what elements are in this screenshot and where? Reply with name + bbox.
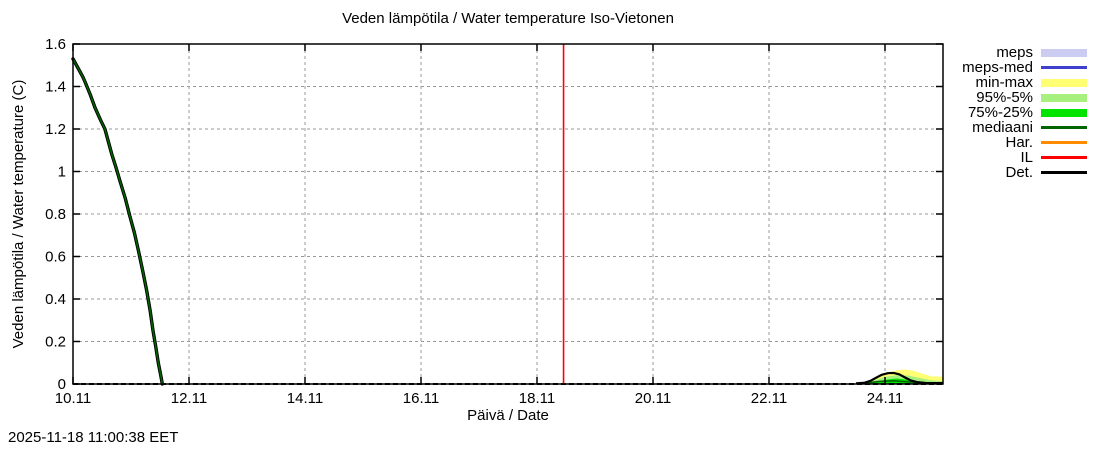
legend-label: Det. — [1005, 164, 1033, 181]
y-axis-label: Veden lämpötila / Water temperature (C) — [10, 79, 27, 349]
legend-swatch-75-25- — [1041, 108, 1087, 117]
observed-line — [72, 58, 164, 385]
x-tick-label: 10.11 — [55, 390, 91, 407]
y-tick-label: 0.4 — [45, 291, 66, 308]
legend-swatch-meps-med — [1041, 66, 1087, 69]
legend-item-min-max: min-max — [962, 75, 1087, 90]
legend-swatch-min-max — [1041, 78, 1087, 87]
legend-item-95-5-: 95%-5% — [962, 90, 1087, 105]
y-tick-label: 1.4 — [45, 79, 66, 96]
legend: meps meps-med min-max 95%-5% 75%-25% mediaani… — [962, 45, 1087, 180]
y-tick-label: 1.6 — [45, 36, 66, 53]
y-tick-label: 1.2 — [45, 121, 66, 138]
legend-item-il: IL — [962, 150, 1087, 165]
legend-swatch-il — [1041, 156, 1087, 159]
y-tick-label: 1 — [58, 164, 66, 181]
legend-label: mediaani — [972, 119, 1033, 136]
observed-line-outline — [71, 57, 165, 386]
y-tick-label: 0.2 — [45, 334, 66, 351]
legend-label: meps — [996, 44, 1033, 61]
y-tick-label: 0.8 — [45, 206, 66, 223]
legend-label: 75%-25% — [967, 104, 1033, 121]
legend-swatch-mediaani — [1041, 126, 1087, 129]
legend-swatch-95-5- — [1041, 93, 1087, 102]
legend-item-det-: Det. — [962, 165, 1087, 180]
x-tick-label: 20.11 — [635, 390, 671, 407]
legend-item-75-25-: 75%-25% — [962, 105, 1087, 120]
x-tick-label: 24.11 — [867, 390, 903, 407]
x-tick-label: 12.11 — [171, 390, 207, 407]
legend-swatch-har- — [1041, 141, 1087, 144]
x-tick-label: 14.11 — [287, 390, 323, 407]
y-tick-label: 0.6 — [45, 249, 66, 266]
legend-item-meps: meps — [962, 45, 1087, 60]
x-tick-label: 18.11 — [519, 390, 555, 407]
legend-label: meps-med — [962, 59, 1033, 76]
x-axis-label: Päivä / Date — [467, 407, 549, 424]
forecast-det-line — [855, 371, 943, 385]
legend-label: Har. — [1005, 134, 1033, 151]
legend-swatch-meps — [1041, 48, 1087, 57]
legend-swatch-det- — [1041, 171, 1087, 174]
legend-item-har-: Har. — [962, 135, 1087, 150]
y-tick-label: 0 — [58, 376, 66, 393]
x-tick-label: 16.11 — [403, 390, 439, 407]
legend-item-meps-med: meps-med — [962, 60, 1087, 75]
plot-timestamp: 2025-11-18 11:00:38 EET — [8, 429, 179, 446]
x-tick-label: 22.11 — [751, 390, 787, 407]
chart-title: Veden lämpötila / Water temperature Iso-… — [342, 10, 674, 27]
legend-label: 95%-5% — [976, 89, 1033, 106]
legend-label: IL — [1020, 149, 1033, 166]
legend-item-mediaani: mediaani — [962, 120, 1087, 135]
legend-label: min-max — [975, 74, 1033, 91]
